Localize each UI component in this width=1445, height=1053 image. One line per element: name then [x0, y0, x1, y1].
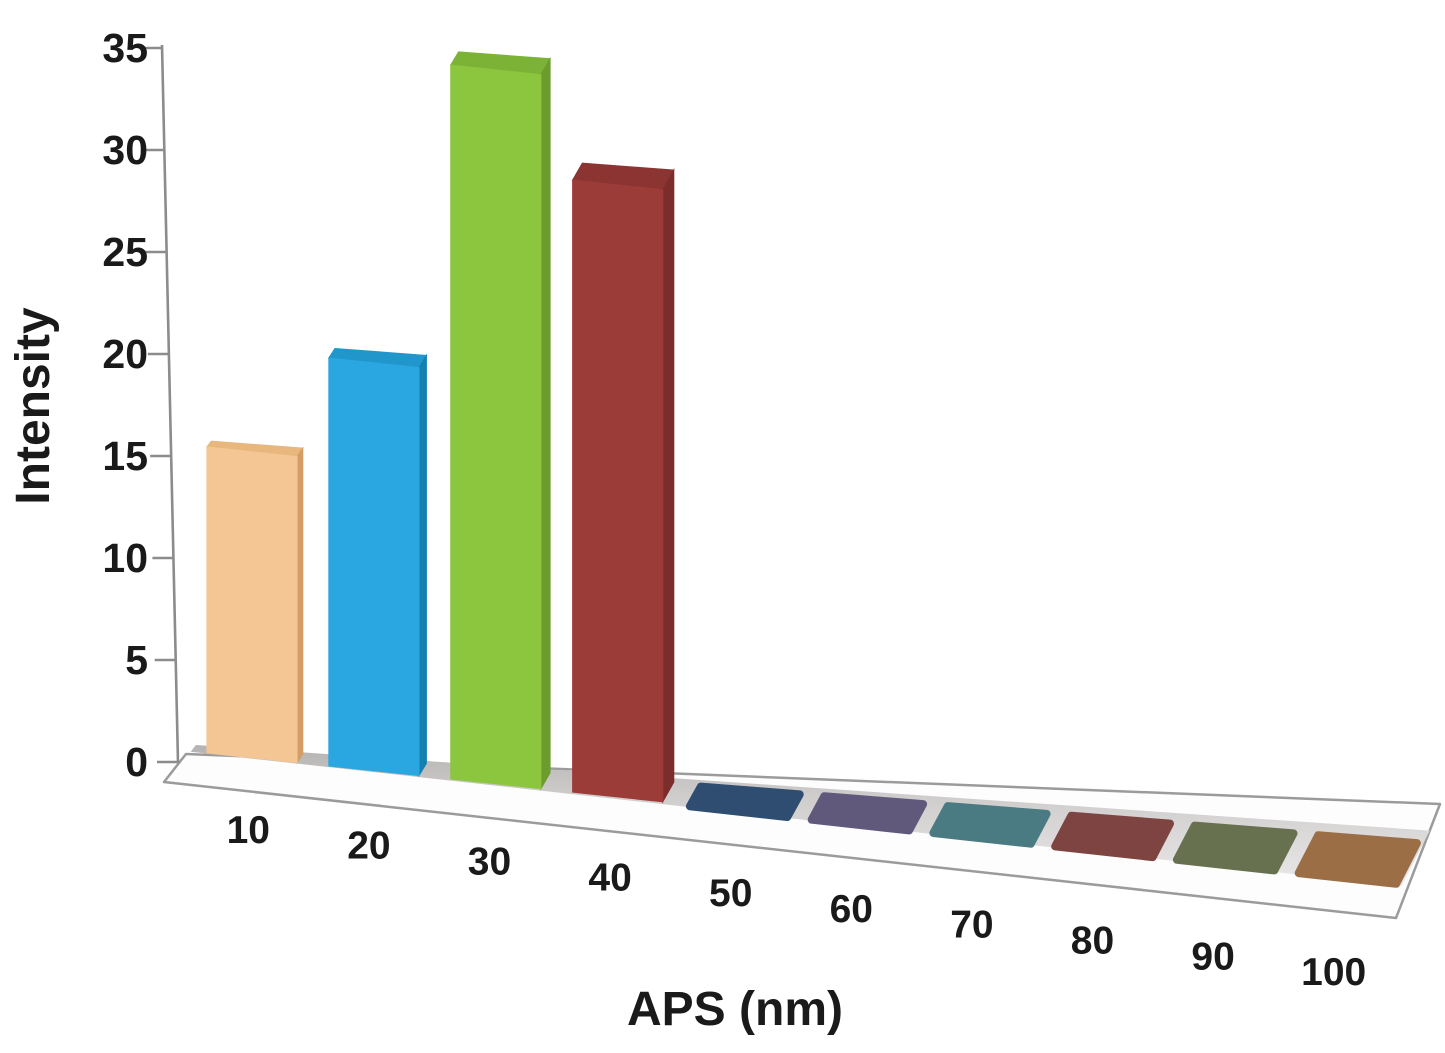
bar-front-face — [328, 357, 420, 777]
x-category-label: 30 — [468, 841, 511, 884]
bar-front-face — [572, 179, 664, 803]
bar-30 — [449, 51, 551, 791]
x-category-label: 70 — [950, 904, 993, 947]
bar-front-face — [450, 64, 542, 790]
y-tick-label: 10 — [102, 535, 148, 581]
x-category-label: 100 — [1301, 951, 1366, 994]
x-axis-title: APS (nm) — [627, 983, 843, 1036]
floor-tile-100 — [1294, 831, 1421, 888]
y-axis-title: Intensity — [7, 307, 60, 505]
y-tick-label: 35 — [102, 25, 148, 71]
y-tick-label: 5 — [125, 637, 148, 683]
x-category-label: 50 — [709, 872, 752, 915]
x-category-label: 60 — [830, 888, 873, 931]
bar-side-face — [296, 446, 304, 765]
x-category-label: 20 — [347, 825, 390, 868]
bar-40 — [571, 162, 675, 804]
bar-side-face — [662, 168, 675, 804]
y-tick-label: 25 — [102, 229, 148, 275]
y-axis: 0 5 10 15 20 25 30 35 — [102, 25, 180, 785]
y-axis-line — [160, 44, 180, 764]
y-tick-label: 20 — [102, 331, 148, 377]
x-category-label: 90 — [1191, 935, 1234, 978]
y-tick-label: 30 — [102, 127, 148, 173]
bar-20 — [327, 347, 428, 778]
plot-area — [205, 51, 1421, 888]
bar-10 — [205, 440, 304, 765]
floor-tile-60 — [807, 792, 928, 835]
floor-tile-50 — [685, 782, 804, 821]
floor-tile-70 — [929, 802, 1051, 848]
y-tick-label: 0 — [125, 739, 148, 785]
x-category-label: 10 — [227, 809, 270, 852]
x-axis-labels: 10 20 30 40 50 60 70 80 90 100 — [227, 809, 1367, 994]
bar-front-face — [206, 446, 298, 764]
x-category-label: 40 — [588, 856, 631, 899]
y-tick-label: 15 — [102, 433, 148, 479]
floor-slab — [162, 752, 1442, 920]
x-category-label: 80 — [1071, 920, 1114, 963]
bar-side-face — [418, 353, 427, 778]
floor-tile-90 — [1172, 821, 1298, 875]
bar-side-face — [540, 56, 551, 791]
floor-tile-80 — [1051, 811, 1174, 862]
